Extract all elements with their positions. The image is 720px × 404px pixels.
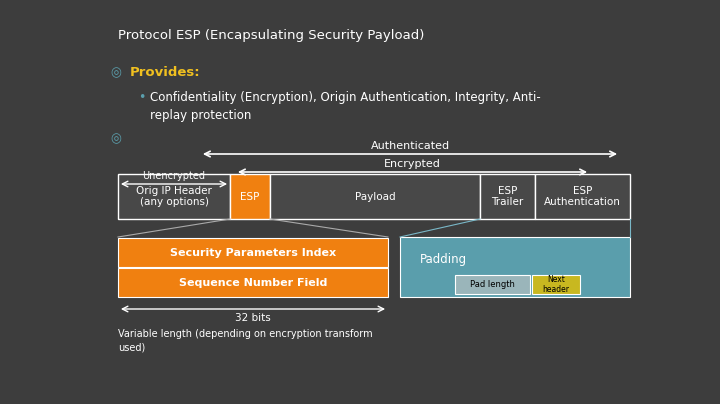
Text: Next
header: Next header bbox=[542, 275, 570, 294]
Bar bbox=[118, 238, 388, 267]
Text: •: • bbox=[138, 91, 145, 104]
Text: ESP: ESP bbox=[240, 191, 260, 202]
Bar bbox=[480, 174, 535, 219]
Text: Orig IP Header
(any options): Orig IP Header (any options) bbox=[136, 186, 212, 207]
Bar bbox=[270, 174, 480, 219]
Text: Sequence Number Field: Sequence Number Field bbox=[179, 278, 327, 288]
Text: Protocol ESP (Encapsulating Security Payload): Protocol ESP (Encapsulating Security Pay… bbox=[118, 29, 424, 42]
Text: Provides:: Provides: bbox=[130, 66, 201, 79]
Text: Confidentiality (Encryption), Origin Authentication, Integrity, Anti-
replay pro: Confidentiality (Encryption), Origin Aut… bbox=[150, 91, 541, 122]
Text: ESP
Authentication: ESP Authentication bbox=[544, 186, 621, 207]
Text: Unencrypted: Unencrypted bbox=[143, 171, 205, 181]
Bar bbox=[532, 275, 580, 294]
Text: Security Parameters Index: Security Parameters Index bbox=[170, 248, 336, 257]
Bar bbox=[230, 174, 270, 219]
Bar bbox=[118, 268, 388, 297]
Bar bbox=[455, 275, 530, 294]
Text: Payload: Payload bbox=[355, 191, 395, 202]
Text: ◎: ◎ bbox=[110, 66, 121, 79]
Text: Padding: Padding bbox=[420, 253, 467, 266]
Text: ◎: ◎ bbox=[110, 132, 121, 145]
Text: 32 bits: 32 bits bbox=[235, 313, 271, 323]
Bar bbox=[535, 174, 630, 219]
Text: ESP
Trailer: ESP Trailer bbox=[491, 186, 523, 207]
Text: Encrypted: Encrypted bbox=[384, 159, 441, 169]
Text: Variable length (depending on encryption transform
used): Variable length (depending on encryption… bbox=[118, 329, 373, 353]
Bar bbox=[118, 174, 230, 219]
Text: Pad length: Pad length bbox=[470, 280, 515, 289]
Text: Authenticated: Authenticated bbox=[370, 141, 449, 151]
Bar bbox=[400, 237, 630, 297]
